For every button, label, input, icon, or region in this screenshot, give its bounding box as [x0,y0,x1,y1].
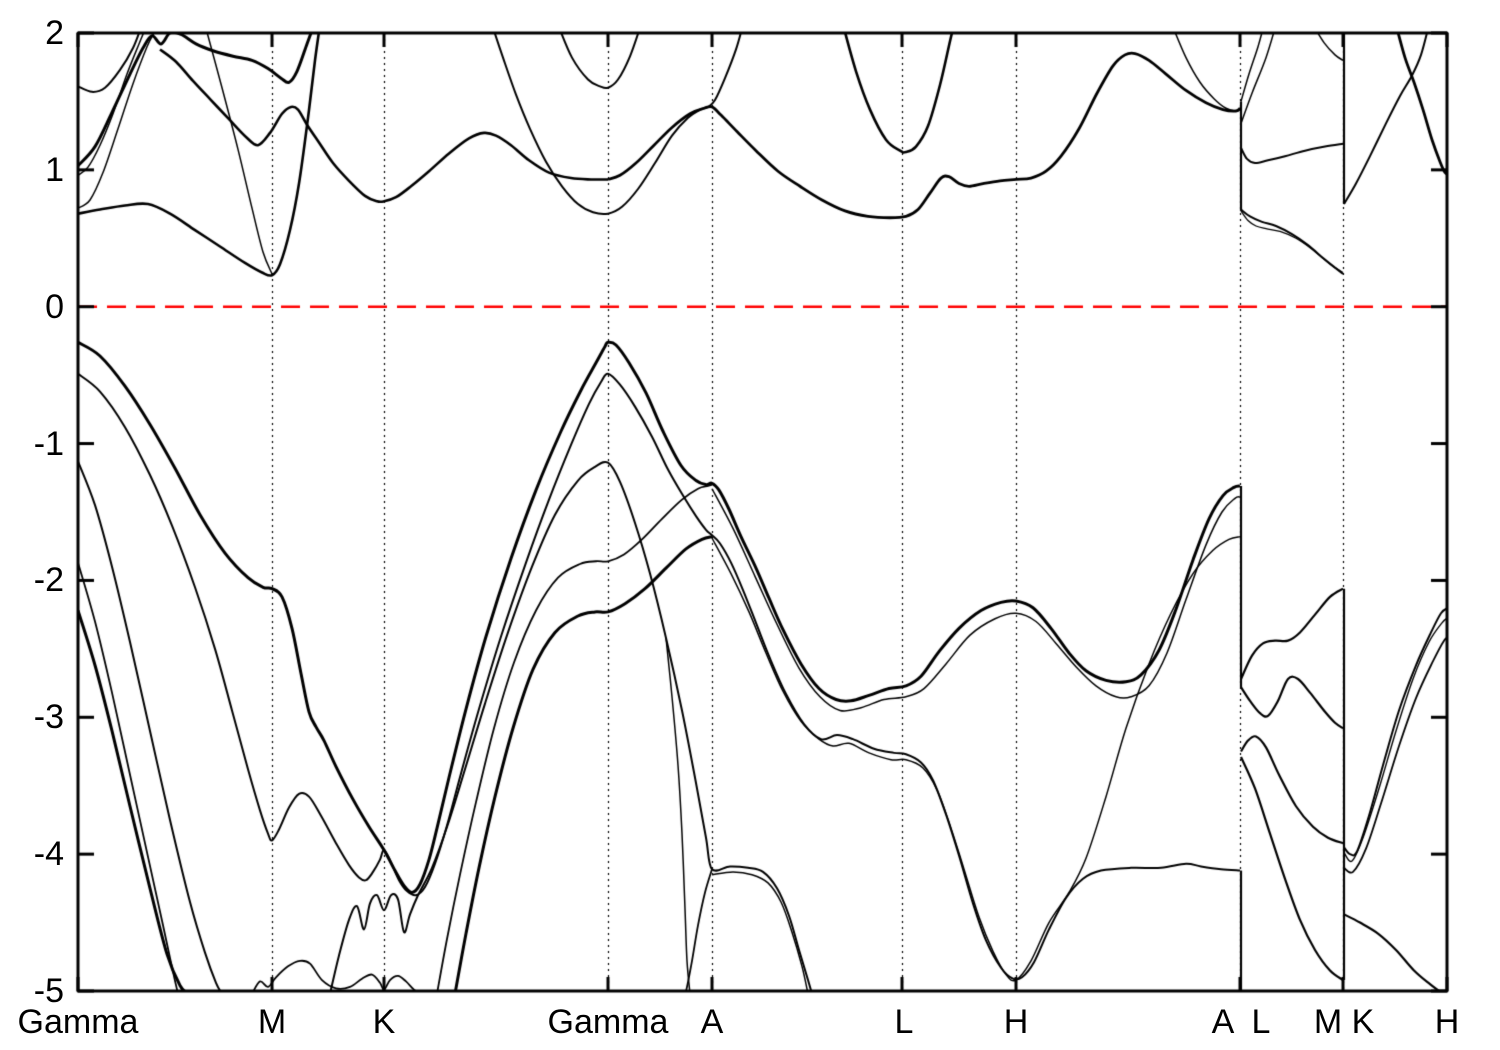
x-tick-label-a1: A [700,1003,724,1041]
x-tick-label-m1: M [257,1003,287,1041]
x-tick-label-k2: K [1351,1003,1375,1041]
y-tick-label: -3 [33,698,64,737]
x-tick-label-l1: L [894,1003,914,1041]
x-tick-label-gamma2: Gamma [547,1003,669,1041]
y-tick-label: -4 [33,835,64,874]
x-tick-label-m2: M [1313,1003,1343,1041]
y-tick-label: -2 [33,561,64,600]
x-tick-label-l2: L [1251,1003,1271,1041]
y-tick-label: -1 [33,424,64,463]
y-tick-label: 0 [45,287,64,326]
y-tick-label: 1 [45,150,64,189]
x-tick-label-k1: K [372,1003,396,1041]
x-tick-label-gamma1: Gamma [17,1003,139,1041]
y-tick-label: 2 [45,14,64,52]
x-tick-label-a2: A [1211,1003,1235,1041]
x-tick-label-h2: H [1434,1003,1460,1041]
x-tick-label-h1: H [1003,1003,1029,1041]
y-tick-label: -5 [33,972,64,1010]
